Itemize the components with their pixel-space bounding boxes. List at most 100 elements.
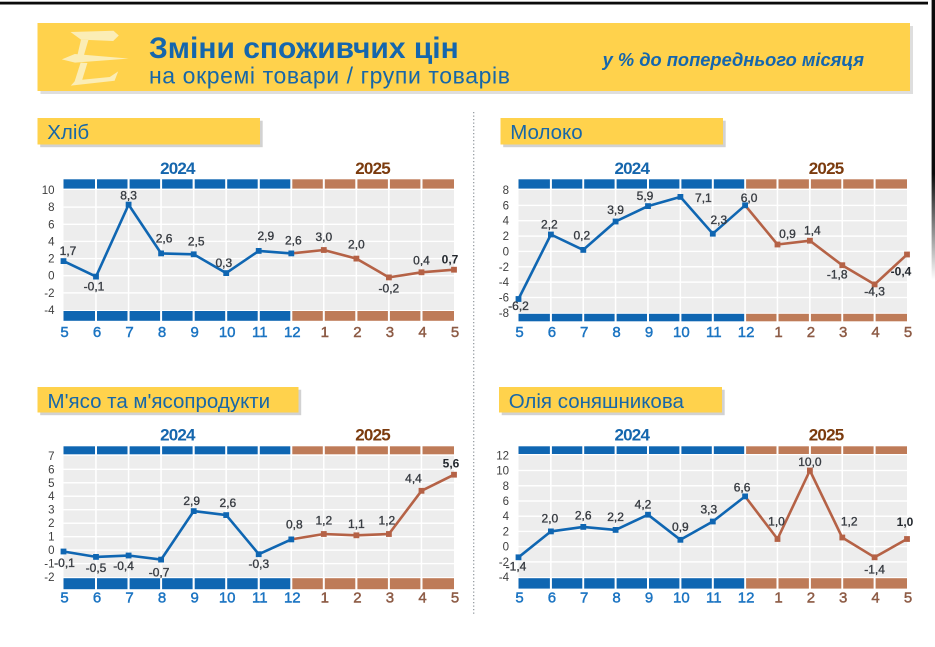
svg-text:12: 12 (496, 450, 509, 462)
svg-text:9: 9 (645, 324, 653, 341)
svg-text:0: 0 (503, 246, 509, 258)
svg-text:0,9: 0,9 (779, 227, 796, 241)
svg-text:-0,7: -0,7 (149, 566, 170, 580)
svg-text:12: 12 (284, 324, 301, 341)
svg-text:1,4: 1,4 (804, 224, 821, 238)
svg-text:-0,1: -0,1 (84, 280, 105, 294)
svg-text:4: 4 (48, 491, 55, 503)
svg-text:2: 2 (48, 518, 54, 530)
svg-text:2: 2 (807, 590, 815, 607)
svg-text:2024: 2024 (160, 426, 196, 445)
svg-text:9: 9 (645, 590, 653, 607)
svg-text:М'ясо та м'ясопродукти: М'ясо та м'ясопродукти (48, 390, 271, 413)
svg-text:10: 10 (219, 324, 236, 341)
svg-text:5: 5 (60, 324, 68, 341)
svg-text:2025: 2025 (355, 426, 390, 445)
svg-text:2: 2 (353, 590, 361, 607)
svg-text:11: 11 (706, 590, 722, 607)
svg-text:0,7: 0,7 (442, 253, 459, 267)
svg-text:8: 8 (48, 202, 54, 214)
svg-text:0,8: 0,8 (286, 517, 303, 531)
svg-text:5: 5 (48, 478, 54, 490)
svg-text:4,4: 4,4 (405, 471, 422, 485)
svg-text:0,3: 0,3 (215, 256, 232, 270)
svg-text:4: 4 (503, 511, 510, 523)
svg-text:2024: 2024 (160, 159, 196, 178)
svg-text:0,4: 0,4 (413, 253, 430, 267)
svg-text:7: 7 (48, 451, 54, 463)
svg-text:10: 10 (219, 590, 236, 607)
svg-text:3: 3 (386, 324, 394, 341)
svg-text:5,9: 5,9 (637, 189, 654, 203)
svg-text:Зміни споживчих цін: Зміни споживчих цін (149, 32, 459, 65)
svg-text:Олія соняшникова: Олія соняшникова (509, 390, 685, 413)
svg-text:-0,1: -0,1 (54, 556, 75, 570)
svg-text:4: 4 (48, 236, 55, 248)
svg-text:7: 7 (580, 324, 588, 341)
svg-text:2025: 2025 (809, 159, 844, 178)
svg-text:3: 3 (839, 324, 847, 341)
svg-text:10,0: 10,0 (798, 455, 822, 469)
svg-text:-0,5: -0,5 (86, 561, 107, 575)
svg-text:-1,4: -1,4 (506, 559, 527, 573)
svg-text:2,2: 2,2 (541, 218, 558, 232)
svg-text:-0,4: -0,4 (891, 265, 912, 279)
svg-text:10: 10 (673, 324, 690, 341)
svg-text:0,9: 0,9 (672, 520, 689, 534)
svg-text:8: 8 (503, 185, 509, 197)
svg-text:-1,8: -1,8 (827, 268, 848, 282)
svg-text:3,0: 3,0 (315, 230, 332, 244)
svg-text:1,7: 1,7 (60, 244, 77, 258)
svg-text:2,5: 2,5 (188, 234, 205, 248)
svg-text:8: 8 (612, 324, 620, 341)
svg-text:2: 2 (503, 231, 509, 243)
svg-text:-2: -2 (499, 557, 509, 569)
svg-text:10: 10 (673, 590, 690, 607)
svg-text:6: 6 (503, 200, 509, 212)
svg-text:2,6: 2,6 (575, 509, 592, 523)
svg-text:6: 6 (503, 496, 509, 508)
svg-text:8,3: 8,3 (120, 189, 137, 203)
svg-text:6: 6 (548, 324, 556, 341)
svg-text:4: 4 (503, 216, 510, 228)
svg-text:2: 2 (353, 324, 361, 341)
svg-text:5: 5 (904, 590, 912, 607)
svg-text:2,6: 2,6 (220, 496, 237, 510)
svg-text:1,2: 1,2 (315, 513, 332, 527)
svg-text:4,2: 4,2 (635, 498, 652, 512)
svg-text:0,2: 0,2 (573, 228, 590, 242)
svg-text:2,9: 2,9 (183, 494, 200, 508)
svg-text:5: 5 (451, 590, 459, 607)
svg-text:9: 9 (191, 590, 199, 607)
svg-text:2025: 2025 (809, 426, 844, 445)
svg-text:2,6: 2,6 (285, 233, 302, 247)
svg-text:1: 1 (48, 532, 54, 544)
svg-text:3,9: 3,9 (607, 203, 624, 217)
svg-text:4: 4 (418, 590, 426, 607)
svg-text:у % до попереднього місяця: у % до попереднього місяця (602, 49, 865, 70)
svg-text:-0,2: -0,2 (379, 281, 400, 295)
svg-text:3,3: 3,3 (700, 503, 717, 517)
svg-text:2,3: 2,3 (710, 213, 727, 227)
svg-text:12: 12 (284, 590, 301, 607)
svg-text:5: 5 (451, 324, 459, 341)
svg-text:7: 7 (125, 590, 133, 607)
svg-text:1: 1 (774, 590, 782, 607)
svg-text:4: 4 (418, 324, 426, 341)
svg-text:5: 5 (60, 590, 68, 607)
svg-text:8: 8 (503, 481, 509, 493)
svg-text:5: 5 (904, 324, 912, 341)
svg-text:2: 2 (48, 254, 54, 266)
svg-text:8: 8 (612, 590, 620, 607)
svg-text:10: 10 (42, 185, 55, 197)
svg-text:-6,2: -6,2 (508, 299, 529, 313)
svg-text:на окремі товари / групи товар: на окремі товари / групи товарів (149, 63, 511, 89)
svg-text:2025: 2025 (355, 159, 390, 178)
svg-text:4: 4 (871, 324, 879, 341)
svg-text:11: 11 (252, 590, 268, 607)
svg-text:2024: 2024 (614, 426, 650, 445)
svg-text:Хліб: Хліб (47, 121, 89, 144)
svg-text:8: 8 (158, 324, 166, 341)
svg-text:2024: 2024 (614, 159, 650, 178)
svg-text:3: 3 (48, 505, 54, 517)
